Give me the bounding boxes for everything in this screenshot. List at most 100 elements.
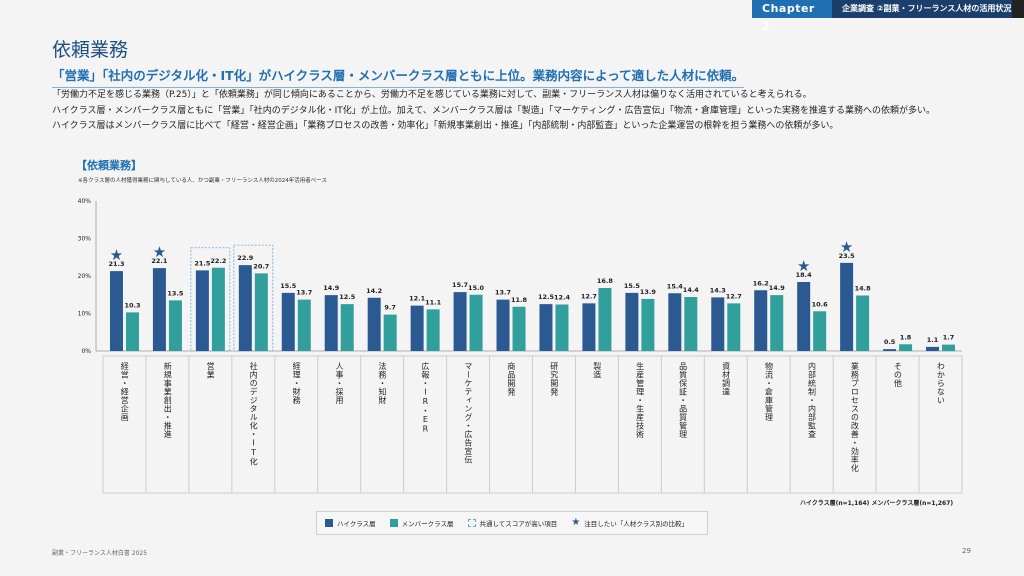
legend-label: メンバークラス層	[401, 520, 454, 528]
value-label-high: 1.1	[927, 336, 939, 344]
section-label: 企業調査 ②副業・フリーランス人材の活用状況	[832, 0, 1012, 18]
legend: ハイクラス層 メンバークラス層 共通してスコアが高い項目 ★ 注目したい「人材ク…	[316, 511, 708, 535]
bar-member-class	[383, 314, 397, 351]
category-label: わからない	[936, 362, 946, 405]
legend-label: ハイクラス層	[337, 520, 376, 528]
value-label-high: 23.5	[839, 252, 856, 260]
value-label-high: 0.5	[884, 338, 896, 346]
bar-high-class	[152, 268, 166, 351]
body-line: ハイクラス層・メンバークラス層ともに「営業」「社内のデジタル化・IT化」が上位。…	[52, 105, 935, 116]
value-label-high: 15.7	[452, 281, 468, 289]
body-line: 「労働力不足を感じる業務（P.25）」と「依頼業務」が同じ傾向にあることから、労…	[52, 90, 812, 100]
star-icon: ★	[110, 246, 123, 264]
category-label: 業務プロセスの改善・効率化	[850, 362, 860, 473]
bar-high-class	[281, 292, 295, 351]
bar-high-class	[367, 297, 381, 351]
bar-member-class	[340, 304, 354, 351]
value-label-member: 11.1	[425, 298, 442, 306]
category-label: 法務・知財	[377, 362, 387, 405]
bar-high-class	[926, 346, 940, 351]
y-tick-label: 30%	[78, 236, 92, 243]
bar-high-class	[797, 282, 811, 351]
bar-high-class	[496, 299, 510, 351]
category-label: 経営・経営企画	[120, 362, 130, 422]
value-label-high: 12.7	[581, 292, 597, 300]
value-label-member: 14.9	[769, 284, 786, 292]
value-label-high: 15.5	[624, 282, 641, 290]
legend-swatch-high	[325, 519, 333, 527]
bar-member-class	[426, 309, 440, 351]
value-label-member: 12.4	[554, 294, 571, 302]
bar-high-class	[324, 295, 338, 351]
bar-member-class	[297, 299, 311, 351]
chapter-header: Chapter 2 企業調査 ②副業・フリーランス人材の活用状況	[752, 0, 1024, 33]
value-label-member: 16.8	[597, 277, 614, 285]
footer-publication: 副業・フリーランス人材白書 2025	[52, 550, 148, 557]
legend-swatch-dashed	[467, 519, 476, 527]
category-label: 物流・倉庫管理	[764, 362, 774, 422]
bar-member-class	[813, 311, 827, 351]
body-line: ハイクラス層はメンバークラス層に比べて「経営・経営企画」「業務プロセスの改善・効…	[52, 121, 839, 131]
value-label-member: 13.9	[640, 288, 657, 296]
bar-member-class	[942, 344, 956, 351]
value-label-member: 14.8	[855, 285, 872, 293]
category-label: 社内のデジタル化・IT化	[249, 362, 259, 466]
chart-note: ※各クラス層の人材獲得業務に関与している人、かつ副業・フリーランス人材の2024…	[78, 178, 327, 184]
category-label: 経理・財務	[292, 362, 302, 405]
common-highlight-box	[233, 244, 274, 352]
bar-high-class	[711, 297, 725, 351]
y-tick-label: 0%	[81, 348, 91, 355]
category-label: 生産管理・生産技術	[635, 362, 645, 439]
value-label-high: 18.4	[796, 271, 813, 279]
value-label-high: 14.3	[710, 286, 726, 294]
y-tick-label: 10%	[78, 311, 92, 318]
bar-high-class	[238, 265, 252, 351]
category-label: 品質保証・品質管理	[678, 362, 688, 439]
legend-label: 注目したい「人材クラス別の比較」	[584, 520, 689, 528]
value-label-high: 21.3	[108, 260, 124, 268]
common-highlight-box	[190, 247, 231, 352]
header-end-block	[1012, 0, 1024, 18]
value-label-member: 12.7	[726, 292, 742, 300]
bar-high-class	[539, 304, 553, 351]
y-tick-label: 40%	[78, 198, 92, 205]
value-label-member: 1.7	[943, 334, 955, 342]
page-title: 依頼業務	[52, 39, 129, 61]
value-label-high: 12.1	[409, 295, 426, 303]
bar-high-class	[625, 292, 639, 351]
category-label: 営業	[206, 362, 216, 379]
category-label: 研究開発	[549, 362, 559, 396]
bar-member-class	[168, 300, 182, 351]
bar-member-class	[512, 306, 526, 351]
bar-member-class	[211, 267, 225, 351]
category-label: 広報・IR・ER	[420, 362, 430, 434]
bar-member-class	[684, 297, 698, 351]
legend-item-member: メンバークラス層	[389, 518, 454, 528]
bar-member-class	[899, 344, 913, 351]
chart-title: 【依頼業務】	[76, 159, 142, 172]
value-label-member: 12.5	[339, 293, 356, 301]
value-label-high: 14.9	[323, 284, 340, 292]
page-number: 29	[962, 547, 971, 555]
bar-high-class	[195, 270, 209, 351]
category-label: 内部統制・内部監査	[807, 362, 817, 439]
value-label-member: 13.7	[296, 289, 312, 297]
bar-high-class	[668, 293, 682, 351]
bar-high-class	[109, 271, 123, 351]
value-label-member: 10.6	[812, 300, 829, 308]
value-label-member: 10.3	[124, 301, 140, 309]
category-label: 資材調達	[721, 362, 731, 396]
value-label-high: 14.2	[366, 287, 382, 295]
category-label: 新規事業創出・推進	[163, 362, 173, 439]
star-icon: ★	[571, 517, 581, 528]
headline: 「営業」「社内のデジタル化・IT化」がハイクラス層・メンバークラス層ともに上位。…	[52, 65, 745, 88]
value-label-high: 15.4	[667, 282, 684, 290]
category-label: その他	[893, 362, 903, 388]
value-label-member: 9.7	[384, 304, 396, 312]
category-label: マーケティング・広告宣伝	[463, 362, 473, 464]
legend-item-high: ハイクラス層	[325, 518, 376, 528]
bar-member-class	[469, 294, 483, 351]
star-icon: ★	[840, 238, 853, 256]
value-label-high: 16.2	[753, 279, 769, 287]
value-label-member: 14.4	[683, 286, 700, 294]
